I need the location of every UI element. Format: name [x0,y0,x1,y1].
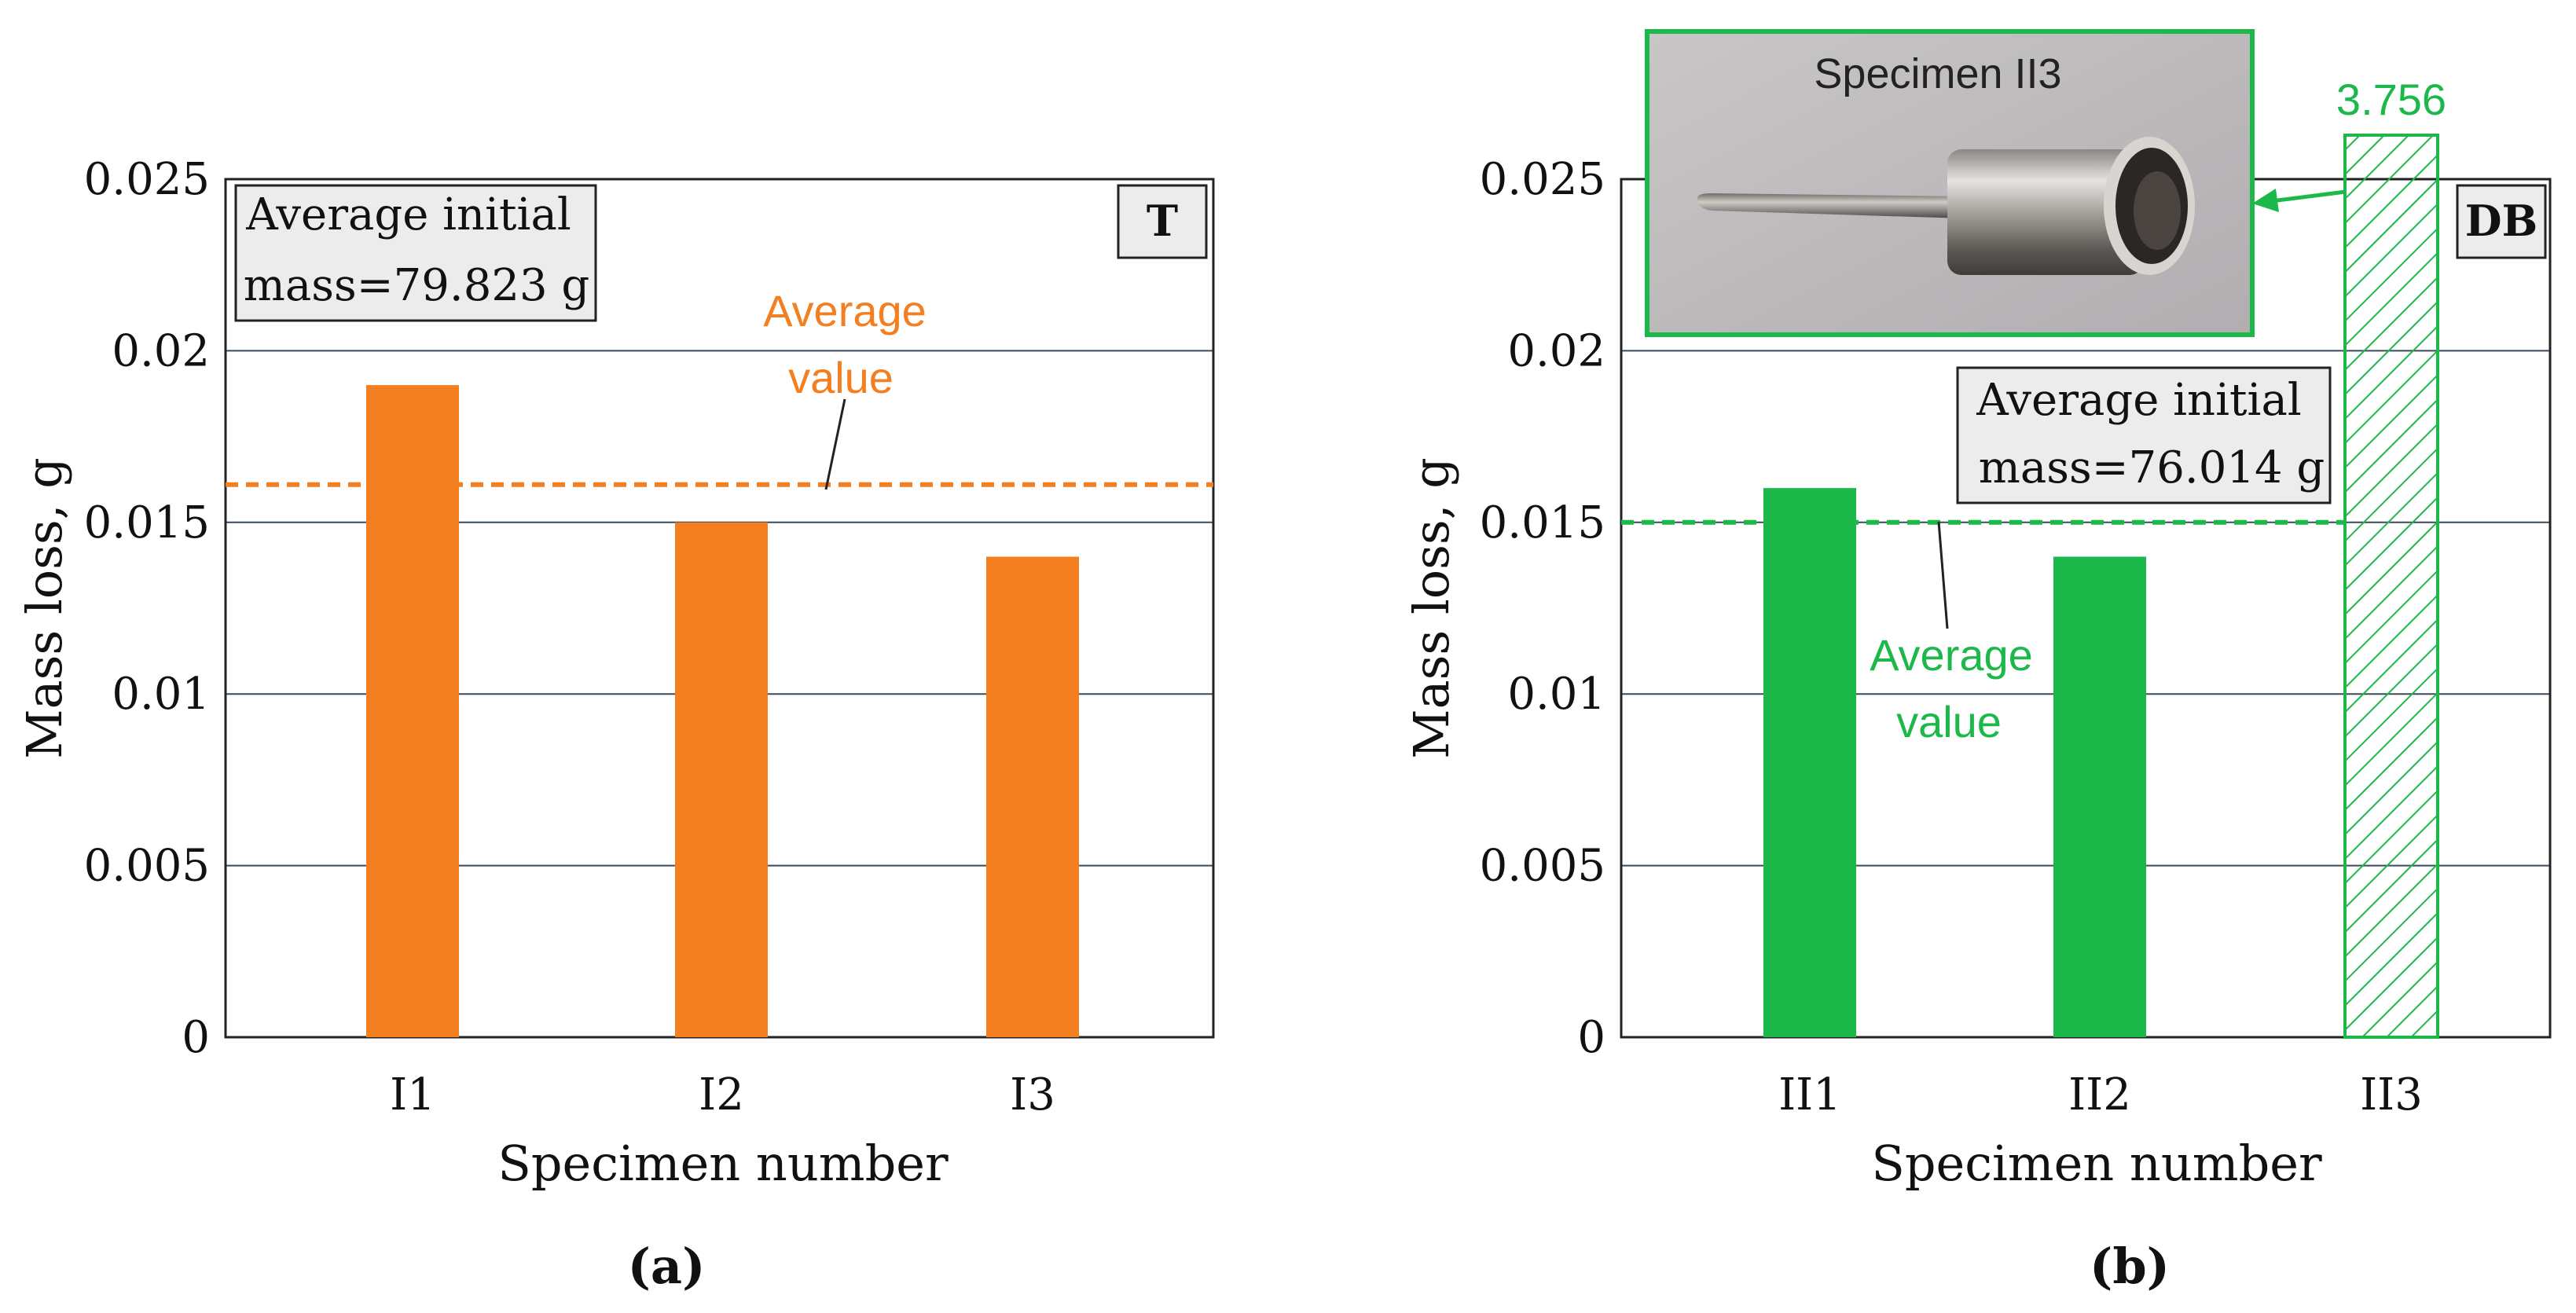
bar-i2 [675,522,768,1037]
y-tick-label: 0.01 [1507,669,1605,720]
y-tick-labels-a: 0 0.005 0.01 0.015 0.02 0.025 [84,154,210,1063]
y-tick-label: 0.015 [1480,497,1605,548]
bar-ii2 [2053,556,2146,1037]
y-tick-label: 0.015 [84,497,210,548]
bar-i1 [366,385,459,1038]
inset-arrow [2252,189,2347,212]
tag-a: T [1147,196,1178,246]
x-tick-label-ii3: II3 [2360,1069,2423,1120]
x-axis-label-a: Specimen number [497,1135,949,1192]
y-tick-label: 0.025 [84,154,210,205]
y-tick-label: 0.02 [112,325,210,376]
x-tick-label-ii1: II1 [1778,1069,1841,1120]
info-box-b-line1: Average initial [1976,375,2302,426]
y-tick-label: 0.005 [84,841,210,892]
info-box-a: Average initial mass=79.823 g [234,184,597,322]
x-tick-labels-b: II1 II2 II3 [1778,1069,2423,1120]
specimen-photo [1697,137,2195,275]
bars-b [1763,134,2439,1039]
specimen-photo-inset: Specimen II3 [1645,29,2255,337]
y-axis-label-b: Mass loss, g [1403,457,1460,759]
y-axis-label-a: Mass loss, g [16,457,73,759]
y-tick-label: 0.02 [1507,325,1605,376]
info-box-a-line1: Average initial [245,189,571,240]
bar-ii3 [2343,134,2439,1039]
y-tick-labels-b: 0 0.005 0.01 0.015 0.02 0.025 [1480,154,1605,1063]
bar-i3 [986,556,1079,1037]
panel-label-a: (a) [628,1238,706,1295]
bar-ii1 [1763,488,1856,1037]
x-tick-label-ii2: II2 [2068,1069,2131,1120]
average-label-b-line2: value [1896,697,2002,746]
tag-box-b: DB [2456,184,2547,259]
panel-a: 0 0.005 0.01 0.015 0.02 0.025 I1 I2 I3 Average … [16,154,1215,1295]
y-tick-label: 0.01 [112,669,210,720]
x-tick-label-i1: I1 [390,1069,435,1120]
info-box-a-line2: mass=79.823 g [244,260,589,311]
tag-b: DB [2465,196,2537,246]
tag-box-a: T [1117,184,1208,259]
average-label-b-line1: Average [1870,630,2033,680]
y-tick-label: 0 [1577,1012,1605,1063]
y-tick-label: 0.025 [1480,154,1605,205]
specimen-photo-label: Specimen II3 [1814,50,2061,97]
bars-a [366,385,1079,1038]
panel-b: 0 0.005 0.01 0.015 0.02 0.025 II1 II2 II3 3.756… [1403,29,2552,1295]
average-pointer-a [824,398,846,490]
panel-label-b: (b) [2090,1238,2170,1295]
info-box-b-line2: mass=76.014 g [1979,442,2325,493]
x-tick-label-i3: I3 [1010,1069,1055,1120]
value-label-ii3: 3.756 [2336,75,2446,124]
average-label-a-line1: Average [763,286,927,336]
average-label-a-line2: value [788,353,894,402]
y-tick-label: 0 [182,1012,210,1063]
y-tick-label: 0.005 [1480,841,1605,892]
info-box-b: Average initial mass=76.014 g [1956,366,2332,504]
average-pointer-b [1937,521,1949,629]
x-tick-label-i2: I2 [699,1069,744,1120]
x-axis-label-b: Specimen number [1871,1135,2322,1192]
x-tick-labels-a: I1 I2 I3 [390,1069,1055,1120]
